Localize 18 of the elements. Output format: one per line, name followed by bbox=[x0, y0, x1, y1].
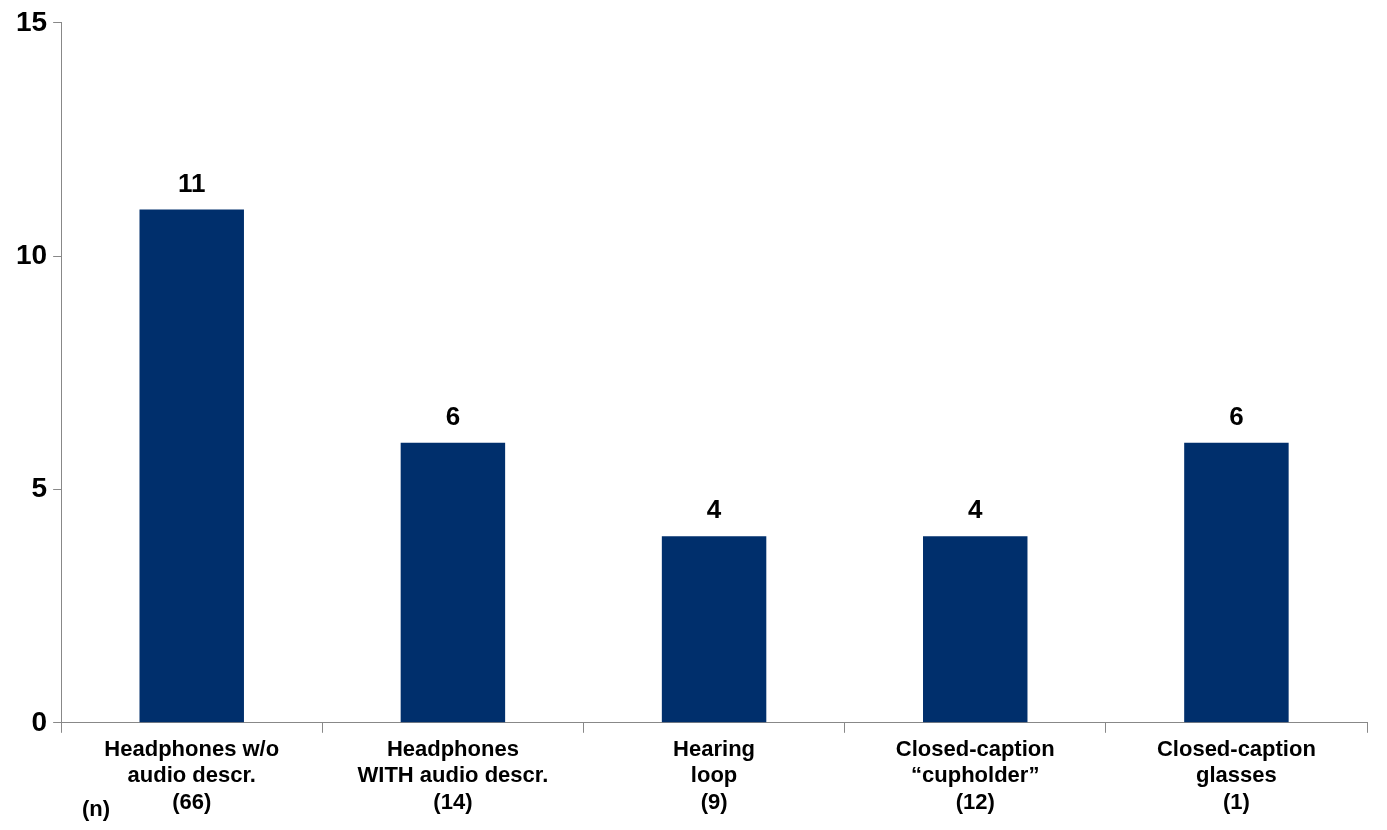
data-label: 4 bbox=[968, 494, 984, 525]
y-tick-label: 15 bbox=[15, 5, 48, 37]
bar bbox=[923, 536, 1028, 723]
bar bbox=[1184, 442, 1289, 723]
data-label: 4 bbox=[706, 494, 722, 525]
bar bbox=[661, 536, 767, 723]
bar bbox=[400, 442, 506, 723]
data-label: 6 bbox=[1229, 400, 1244, 431]
y-tick-label: 10 bbox=[15, 238, 48, 270]
data-label: 11 bbox=[177, 167, 206, 198]
bar bbox=[139, 209, 244, 723]
x-tick-label: Closed-caption “cupholder” (12) bbox=[895, 736, 1055, 814]
x-tick-label: Headphones WITH audio descr. (14) bbox=[357, 736, 549, 814]
x-tick-label: Closed-caption glasses (1) bbox=[1156, 736, 1316, 814]
y-tick-label: 5 bbox=[31, 472, 48, 504]
y-tick-label: 0 bbox=[31, 705, 48, 737]
x-tick-label: Hearing loop (9) bbox=[673, 736, 756, 814]
data-label: 6 bbox=[445, 400, 461, 431]
